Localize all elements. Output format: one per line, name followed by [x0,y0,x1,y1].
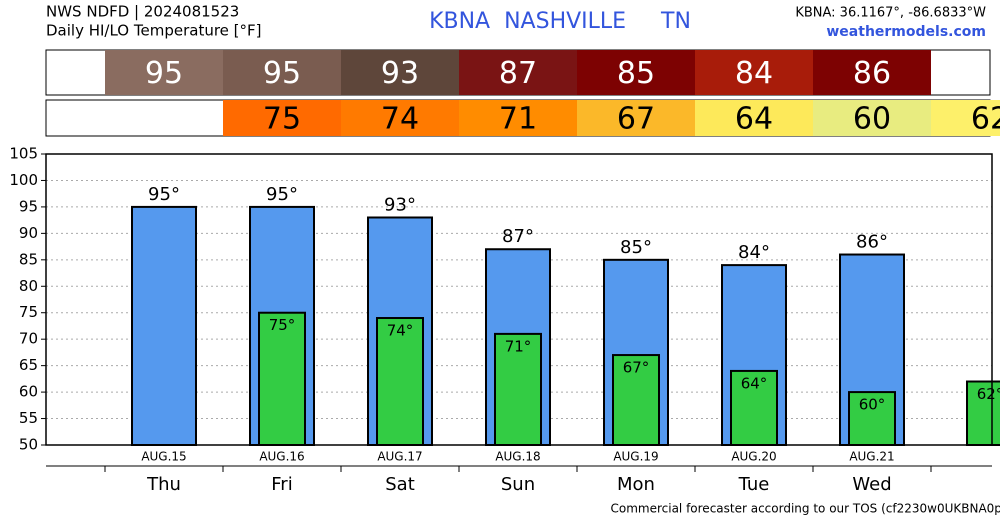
data-label: 64° [741,374,768,392]
subtitle: Daily HI/LO Temperature [°F] [46,22,262,40]
data-label: 93° [384,194,416,215]
strip-cell [105,50,223,95]
site: weathermodels.com [826,24,986,40]
data-label: 71° [505,337,532,355]
strip-value: 95 [145,56,183,91]
y-tick-label: 105 [9,145,38,163]
date-label: AUG.15 [141,450,186,464]
y-tick-label: 70 [19,330,38,348]
data-label: 84° [738,242,770,263]
strip-value: 84 [735,56,773,91]
strip-cell [813,100,931,136]
bar [848,391,896,447]
data-label: 74° [387,322,414,340]
data-label: 67° [623,359,650,377]
data-label: 86° [856,232,888,253]
strip-value: 67 [617,102,655,137]
strip-cell [341,100,459,136]
strip-cell [459,100,577,136]
bar [376,317,424,447]
y-tick-label: 90 [19,224,38,242]
x-tick-label: Wed [852,474,891,495]
strip-cell [223,100,341,136]
strip-cell [577,100,695,136]
strip-value: 95 [263,56,301,91]
strip-value: 60 [853,102,891,137]
x-tick-label: Sat [385,474,415,495]
y-tick-label: 60 [19,383,38,401]
bar [612,354,660,446]
strip-cell [931,100,1000,136]
bar [131,205,197,446]
strip-value: 86 [853,56,891,91]
strip-value: 71 [499,102,537,137]
data-label: 60° [859,396,886,414]
strip-value: 64 [735,102,773,137]
y-tick-label: 65 [19,356,38,374]
data-label: 95° [148,184,180,205]
date-label: AUG.20 [731,450,776,464]
strip-value: 85 [617,56,655,91]
x-tick-label: Fri [271,474,292,495]
strip-cell [223,50,341,95]
source: NWS NDFD | 2024081523 [46,3,239,21]
strip-value: 75 [263,102,301,137]
x-tick-label: Thu [146,474,181,495]
date-label: AUG.16 [259,450,304,464]
coords: KBNA: 36.1167°, -86.6833°W [795,6,986,21]
strip-cell [577,50,695,95]
strip-cell [695,50,813,95]
y-tick-label: 55 [19,409,38,427]
strip-cell [813,50,931,95]
y-tick-label: 80 [19,277,38,295]
data-label: 87° [502,226,534,247]
bar [258,311,306,446]
data-label: 75° [269,316,296,334]
footer: Commercial forecaster according to our T… [610,502,1000,516]
strip-value: 87 [499,56,537,91]
x-tick-label: Tue [738,474,770,495]
strip-cell [341,50,459,95]
strip-value: 62 [971,102,1000,137]
date-label: AUG.21 [849,450,894,464]
strip-cell [695,100,813,136]
y-tick-label: 50 [19,436,38,454]
data-label: 95° [266,184,298,205]
data-label: 62° [977,385,1000,403]
data-label: 85° [620,237,652,258]
plot-frame [45,153,993,446]
y-tick-label: 75 [19,303,38,321]
strip-cell [459,50,577,95]
date-label: AUG.19 [613,450,658,464]
bar [494,332,542,446]
y-tick-label: 100 [9,171,38,189]
x-tick-label: Mon [617,474,655,495]
bar [730,369,778,446]
strip-value: 93 [381,56,419,91]
y-tick-label: 95 [19,197,38,215]
date-label: AUG.18 [495,450,540,464]
x-tick-label: Sun [501,474,535,495]
strip-value: 74 [381,102,419,137]
station: KBNA NASHVILLE TN [429,9,691,34]
date-label: AUG.17 [377,450,422,464]
y-tick-label: 85 [19,250,38,268]
